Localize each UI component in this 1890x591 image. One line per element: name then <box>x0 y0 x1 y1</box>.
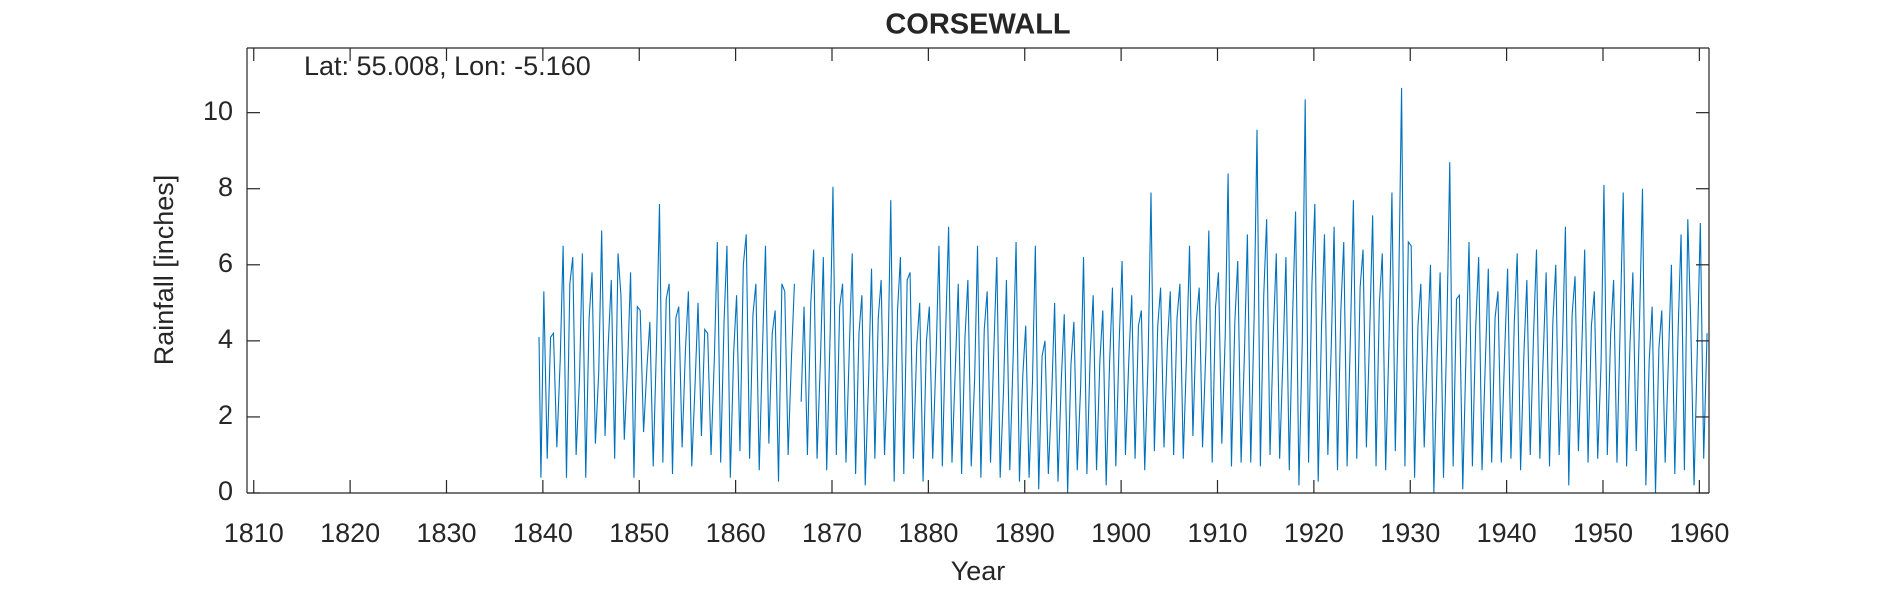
x-tick-label: 1820 <box>320 518 380 548</box>
x-tick-label: 1830 <box>416 518 476 548</box>
x-tick-label: 1920 <box>1284 518 1344 548</box>
y-axis-label: Rainfall [inches] <box>149 175 179 366</box>
x-tick-label: 1880 <box>898 518 958 548</box>
x-tick-label: 1840 <box>513 518 573 548</box>
x-tick-label: 1960 <box>1669 518 1729 548</box>
x-tick-label: 1810 <box>224 518 284 548</box>
y-tick-label: 4 <box>218 324 233 354</box>
y-tick-label: 2 <box>218 400 233 430</box>
x-tick-label: 1910 <box>1187 518 1247 548</box>
x-tick-label: 1890 <box>995 518 1055 548</box>
x-tick-label: 1940 <box>1477 518 1537 548</box>
x-tick-label: 1870 <box>802 518 862 548</box>
data-line <box>538 87 1708 494</box>
y-tick-label: 8 <box>218 172 233 202</box>
y-tick-label: 10 <box>203 96 233 126</box>
x-tick-label: 1930 <box>1380 518 1440 548</box>
x-tick-label: 1900 <box>1091 518 1151 548</box>
y-tick-label: 0 <box>218 476 233 506</box>
annotation: Lat: 55.008, Lon: -5.160 <box>304 51 591 81</box>
y-tick-label: 6 <box>218 248 233 278</box>
x-tick-label: 1950 <box>1573 518 1633 548</box>
chart-title: CORSEWALL <box>885 9 1070 41</box>
x-axis-label: Year <box>951 556 1006 586</box>
x-tick-label: 1850 <box>609 518 669 548</box>
x-tick-label: 1860 <box>706 518 766 548</box>
